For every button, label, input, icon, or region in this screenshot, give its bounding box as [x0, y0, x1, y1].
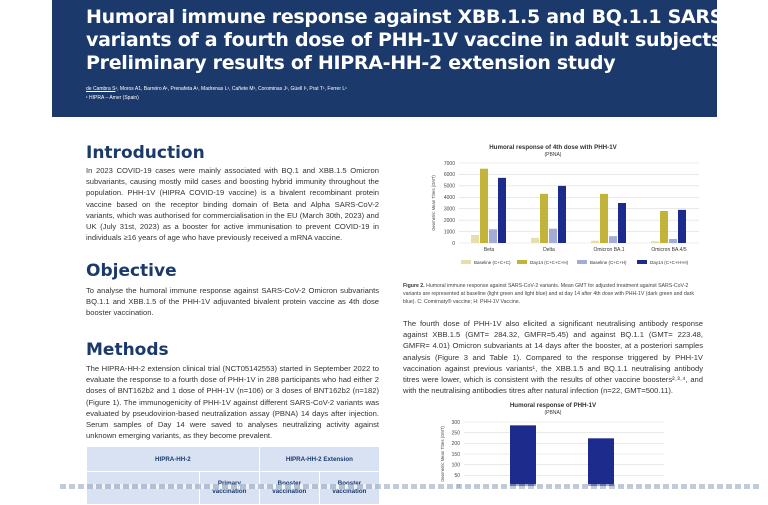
- bar: [549, 228, 557, 243]
- legend-label: Day14 (C+C+H+H): [650, 260, 689, 265]
- figure2-subtitle: (PBNA): [544, 152, 562, 158]
- title-line: Humoral immune response against XBB.1.5 …: [86, 6, 768, 28]
- bar: [669, 239, 677, 243]
- y-tick-label: 5000: [444, 184, 455, 190]
- title-line: variants of a fourth dose of PHH-1V vacc…: [86, 29, 729, 51]
- affiliation: ¹ HIPRA – Amer (Spain): [86, 95, 139, 101]
- x-tick-label: Omicron BA.4/5: [651, 247, 687, 253]
- figure2-caption-label: Figure 2.: [403, 283, 425, 289]
- y-tick-label: 1000: [444, 229, 455, 235]
- poster-title: Humoral immune response against XBB.1.5 …: [86, 6, 768, 75]
- title-line: Preliminary results of HIPRA-HH-2 extens…: [86, 52, 616, 74]
- y-tick-label: 100: [452, 462, 461, 468]
- y-tick-label: 250: [452, 430, 461, 436]
- table-group-header: HIPRA-HH-2 Extension: [258, 446, 381, 472]
- bar: [471, 235, 479, 243]
- y-tick-label: 6000: [444, 172, 455, 178]
- y-tick-label: 3000: [444, 207, 455, 213]
- bar: [558, 185, 566, 243]
- bar: [510, 425, 536, 486]
- y-axis-label: Geometric Mean Titres (GMT): [431, 175, 436, 231]
- first-author: de Cambra S: [86, 86, 116, 92]
- legend-swatch: [517, 260, 527, 264]
- results-text: The fourth dose of PHH-1V also elicited …: [403, 319, 703, 396]
- figure2-caption-text: Humoral immune response against SARS-CoV…: [403, 283, 694, 305]
- legend-swatch: [577, 260, 587, 264]
- introduction-heading: Introduction: [86, 143, 205, 163]
- methods-text: The HIPRA-HH-2 extension clinical trial …: [86, 364, 379, 441]
- bar: [480, 168, 488, 243]
- figure2-chart: 0 1000 2000 3000 4000 5000 6000 7000 Geometric M…: [431, 161, 699, 265]
- bar: [588, 438, 614, 486]
- other-authors: ¹, Moros A1, Barreiro A¹, Prenafeta A¹, …: [115, 86, 347, 92]
- figure3-chart: 050100150200250300Geometric Mean Titres …: [440, 420, 664, 489]
- study-design-table: HIPRA-HH-2 HIPRA-HH-2 Extension Primary …: [86, 446, 381, 505]
- bar: [651, 241, 659, 243]
- y-tick-label: 7000: [444, 161, 455, 167]
- introduction-text: In 2023 COVID-19 cases were mainly assoc…: [86, 166, 379, 243]
- figure2-title: Humoral response of 4th dose with PHH-1V: [489, 144, 617, 151]
- y-tick-label: 200: [452, 441, 461, 447]
- x-tick-label: Beta: [484, 247, 495, 253]
- y-tick-label: 50: [454, 473, 460, 479]
- y-axis-label: Geometric Mean Titres (GMT): [440, 426, 445, 482]
- y-tick-label: 0: [452, 241, 455, 247]
- bottom-strip: [60, 484, 760, 489]
- figure3-title: Humoral response of PHH-1V: [509, 402, 597, 409]
- y-tick-label: 300: [452, 420, 461, 426]
- y-tick-label: 150: [452, 452, 461, 458]
- bar: [660, 211, 668, 243]
- bar: [678, 209, 686, 243]
- legend-swatch: [461, 260, 471, 264]
- bar: [618, 203, 626, 243]
- bar: [531, 237, 539, 243]
- y-tick-label: 4000: [444, 195, 455, 201]
- bar: [540, 193, 548, 243]
- y-tick-label: 2000: [444, 218, 455, 224]
- bar: [609, 236, 617, 243]
- methods-heading: Methods: [86, 340, 169, 360]
- bar: [498, 177, 506, 243]
- table-group-header: HIPRA-HH-2: [86, 446, 260, 472]
- x-tick-label: Delta: [543, 247, 555, 253]
- x-tick-label: Omicron BA.1: [593, 247, 624, 253]
- bar: [489, 229, 497, 243]
- figure2-caption: Figure 2. Humoral immune response agains…: [403, 282, 703, 306]
- legend-label: Day14 (C+C+C+H): [530, 260, 569, 265]
- legend-label: Baseline (C+C+H): [590, 260, 627, 265]
- legend-label: Baseline (C+C+C): [474, 260, 511, 265]
- bar: [591, 240, 599, 243]
- objective-text: To analyse the humoral immune response a…: [86, 286, 379, 318]
- poster-header: Humoral immune response against XBB.1.5 …: [52, 0, 768, 117]
- bar: [600, 193, 608, 243]
- legend-swatch: [637, 260, 647, 264]
- figure3-subtitle: (PBNA): [544, 410, 562, 416]
- objective-heading: Objective: [86, 261, 177, 281]
- authors: de Cambra S¹, Moros A1, Barreiro A¹, Pre…: [86, 86, 347, 92]
